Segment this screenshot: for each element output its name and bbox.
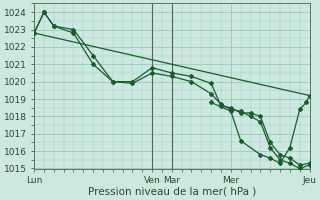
X-axis label: Pression niveau de la mer( hPa ): Pression niveau de la mer( hPa ) <box>88 187 256 197</box>
